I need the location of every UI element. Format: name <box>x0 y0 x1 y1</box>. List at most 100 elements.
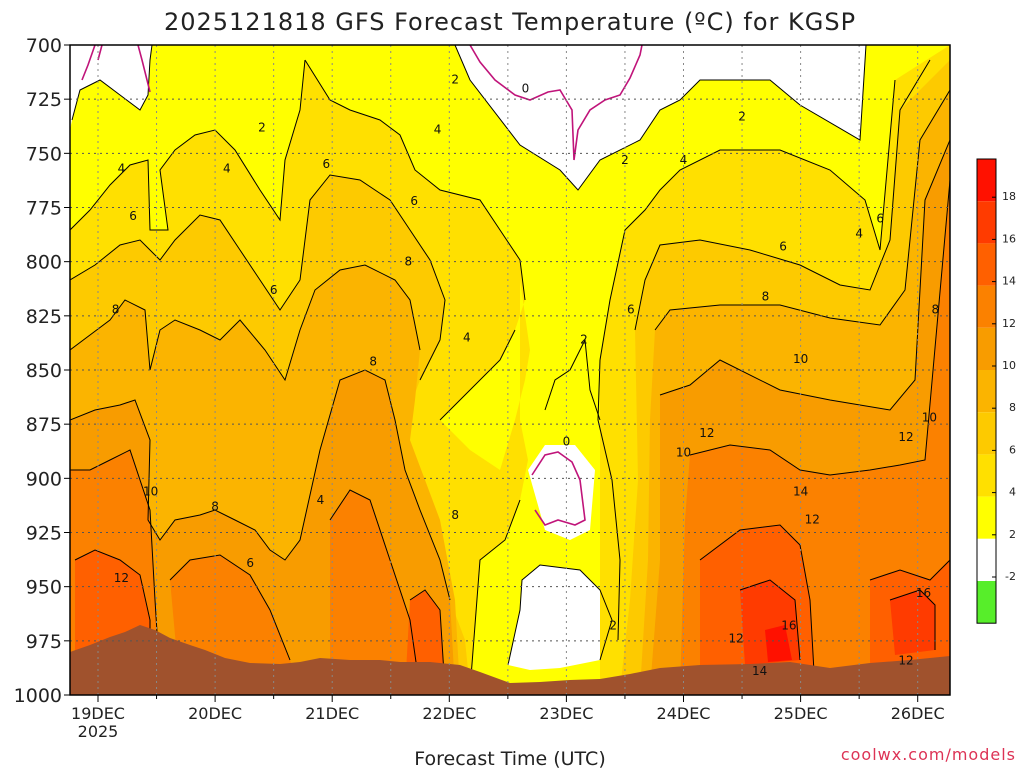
y-tick-label: 775 <box>26 198 62 220</box>
y-tick-label: 925 <box>26 523 62 545</box>
colorbar-label: 4 <box>1009 486 1016 499</box>
band-2-0 <box>300 45 866 190</box>
band-18-plus <box>765 625 792 662</box>
band-2-0 <box>528 445 595 540</box>
x-tick-label: 20DEC <box>188 704 242 723</box>
y-tick-label: 850 <box>26 360 62 382</box>
contour-label: 6 <box>627 302 635 316</box>
colorbar-swatch <box>977 243 996 286</box>
contour-label: 6 <box>876 211 884 225</box>
x-tick-label: 22DEC <box>422 704 476 723</box>
y-tick-label: 800 <box>26 252 62 274</box>
contour-label: 4 <box>434 123 442 137</box>
contour-label: 6 <box>323 157 331 171</box>
contour-label: 6 <box>246 556 254 570</box>
contour-label: 4 <box>463 331 471 345</box>
grid <box>70 45 950 695</box>
colorbar-swatch <box>977 285 996 328</box>
y-tick-label: 1000 <box>14 685 62 707</box>
contour-label: 10 <box>922 411 937 425</box>
y-tick-label: 875 <box>26 414 62 436</box>
x-tick-label: 23DEC <box>539 704 593 723</box>
colorbar-label: 16 <box>1002 232 1016 245</box>
contour-label: 16 <box>916 586 931 600</box>
contour-label: 2 <box>738 110 746 124</box>
band-12-14 <box>330 490 420 690</box>
contour-label: 8 <box>762 289 770 303</box>
colorbar-label: 6 <box>1009 443 1016 456</box>
y-tick-label: 900 <box>26 468 62 490</box>
contour-label: 12 <box>898 430 913 444</box>
contour-label: 4 <box>855 227 863 241</box>
contour-label: 0 <box>522 81 530 95</box>
contour-label: 2 <box>609 619 617 633</box>
contour-label: 4 <box>118 162 126 176</box>
x-tick-label: 25DEC <box>774 704 828 723</box>
colorbar-swatch <box>977 201 996 244</box>
band-2-0 <box>70 45 152 130</box>
contour-label: 4 <box>680 153 688 167</box>
x-tick-label: 21DEC <box>305 704 359 723</box>
y-tick-label: 950 <box>26 577 62 599</box>
contour-label: 6 <box>129 209 137 223</box>
contour-label: 10 <box>676 445 691 459</box>
contour-label: 8 <box>451 508 459 522</box>
contour-label: 12 <box>898 653 913 667</box>
colorbar-label: 18 <box>1002 190 1016 203</box>
colorbar: 18 16 14 12 10 8 6 4 2 -2 <box>976 158 1016 624</box>
colorbar-frame <box>976 158 997 624</box>
y-tick-label: 975 <box>26 631 62 653</box>
colorbar-label: 14 <box>1002 275 1016 288</box>
y-tick-label: 750 <box>26 143 62 165</box>
y-axis: 700 725 750 775 800 825 850 875 900 925 950 975 1000 <box>14 35 70 707</box>
zero-isotherm <box>81 45 643 526</box>
x-tick-label: 26DEC <box>891 704 945 723</box>
contour-label: 2 <box>580 333 588 347</box>
band-16-18 <box>890 590 935 655</box>
colorbar-swatch <box>977 454 996 497</box>
contour-label: 4 <box>223 162 231 176</box>
contour-label: 8 <box>931 302 939 316</box>
y-tick-label: 825 <box>26 306 62 328</box>
contour-label: 16 <box>781 619 796 633</box>
contour-label: 12 <box>729 632 744 646</box>
band-2-0 <box>508 565 612 670</box>
chart-title: 2025121818 GFS Forecast Temperature (ºC)… <box>164 8 856 36</box>
contour-label: 2 <box>621 153 629 167</box>
x-tick-label: 19DEC <box>71 704 125 723</box>
contour-label: 0 <box>563 435 571 449</box>
contour-label: 8 <box>211 500 219 514</box>
contour-label: 2 <box>451 73 459 87</box>
contour-lines <box>70 45 950 691</box>
y-tick-label: 700 <box>26 35 62 57</box>
colorbar-swatch <box>977 581 996 624</box>
contour-label: 12 <box>805 513 820 527</box>
colorbar-swatch <box>977 412 996 455</box>
colorbar-swatch <box>977 327 996 370</box>
colorbar-swatch <box>977 538 996 581</box>
colorbar-swatch <box>977 159 996 202</box>
contour-label: 2 <box>258 120 266 134</box>
colorbar-label: 10 <box>1002 359 1016 372</box>
contour-label: 4 <box>317 493 325 507</box>
contour-label: 6 <box>410 194 418 208</box>
colorbar-label: 2 <box>1009 528 1016 541</box>
terrain <box>70 625 950 695</box>
colorbar-label: 12 <box>1002 317 1016 330</box>
y-tick-label: 725 <box>26 89 62 111</box>
contour-label: 10 <box>793 352 808 366</box>
contour-label: 8 <box>112 302 120 316</box>
contour-label: 6 <box>779 240 787 254</box>
colorbar-label: 8 <box>1009 401 1016 414</box>
x-axis-title: Forecast Time (UTC) <box>414 748 605 768</box>
contour-label: 6 <box>270 283 278 297</box>
colorbar-swatch <box>977 496 996 539</box>
contour-label: 14 <box>752 664 767 678</box>
contour-label: 8 <box>404 255 412 269</box>
contour-label: 12 <box>699 426 714 440</box>
contour-label: 8 <box>369 354 377 368</box>
contour-label: 14 <box>793 484 808 498</box>
contour-label: 10 <box>143 484 158 498</box>
